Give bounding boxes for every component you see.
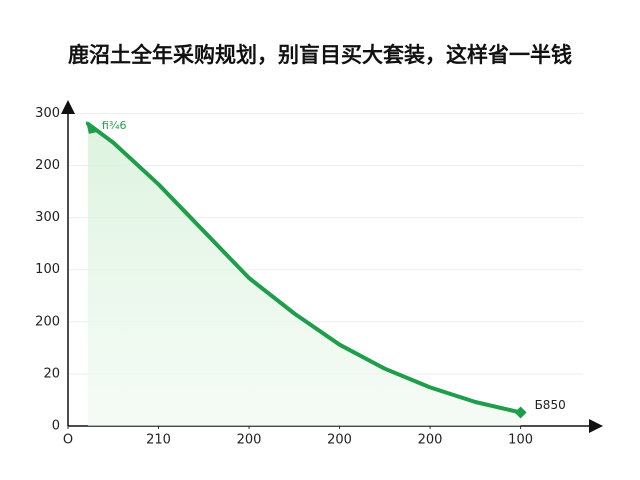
y-tick-label: 200 [35,314,60,329]
x-tick-label: O [63,433,73,448]
y-tick-label: 300 [35,210,60,225]
x-tick-label: 100 [508,433,533,448]
y-tick-label: 200 [35,158,60,173]
end-marker [514,406,527,419]
annotation: Б850 [535,398,566,412]
line [85,121,523,415]
annotation: fi¾6 [102,119,127,132]
area [87,123,521,427]
x-axis-arrow [589,419,603,433]
x-tick-label: 200 [237,433,262,448]
x-tick-label: 200 [327,433,352,448]
x-tick-label: 210 [146,433,171,448]
start-marker [85,120,98,134]
y-tick-label: 0 [52,419,60,434]
y-tick-label: 100 [35,262,60,277]
y-tick-label: 300 [35,106,60,121]
y-axis-arrow [61,100,75,114]
y-tick-label: 20 [43,366,60,381]
x-tick-label: 200 [418,433,443,448]
chart-title: 鹿沼土全年采购规划，别盲目买大套装，这样省一半钱 [68,43,572,67]
